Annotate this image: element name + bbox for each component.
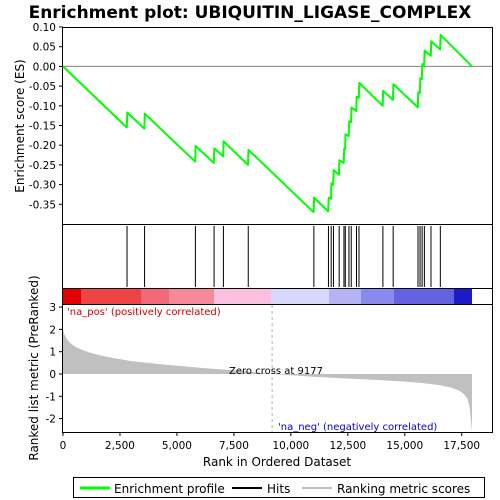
positive-correlation-label: 'na_pos' (positively correlated) (67, 307, 221, 318)
x-tick-label: 0 (60, 440, 67, 452)
es-y-axis-label: Enrichment score (ES) (13, 59, 27, 192)
x-tick-label: 15,000 (386, 440, 423, 452)
es-y-tick-label: -0.35 (29, 199, 56, 211)
x-tick-label: 10,000 (272, 440, 309, 452)
legend-profile-label: Enrichment profile (114, 482, 225, 496)
es-y-tick-label: -0.30 (29, 180, 56, 192)
es-y-tick-label: -0.10 (29, 101, 56, 113)
x-tick-label: 12,500 (329, 440, 366, 452)
color-bar-segment (271, 289, 329, 304)
negative-correlation-label: 'na_neg' (negatively correlated) (278, 422, 437, 433)
color-bar-segment (141, 289, 169, 304)
chart-title: Enrichment plot: UBIQUITIN_LIGASE_COMPLE… (29, 3, 472, 23)
legend: Enrichment profile Hits Ranking metric s… (74, 478, 485, 498)
color-bar-segment (361, 289, 394, 304)
es-y-axis: 0.10 0.05 0.00 -0.05 -0.10 -0.15 -0.20 -0.25 -0.… (29, 22, 63, 211)
zero-cross-label: Zero cross at 9177 (229, 366, 323, 377)
metric-y-tick-label: 2 (49, 324, 56, 336)
es-y-tick-label: -0.05 (29, 81, 56, 93)
rank-color-bar (63, 289, 493, 305)
metric-panel: 3 2 1 0 -1 -2 0 2,500 5,000 7,500 10,000 12,500 15,… (27, 275, 493, 469)
color-bar-segment (81, 289, 141, 304)
legend-hits-label: Hits (267, 482, 290, 496)
color-bar-segment (169, 289, 214, 304)
es-y-tick-label: 0.10 (33, 22, 56, 34)
es-y-tick-label: -0.20 (29, 140, 56, 152)
metric-y-tick-label: 1 (49, 347, 56, 359)
color-bar-segment (394, 289, 454, 304)
metric-y-tick-label: 0 (49, 369, 56, 381)
color-bar-segment (214, 289, 271, 304)
hits-panel (63, 225, 493, 289)
metric-y-tick-label: -2 (46, 414, 56, 426)
es-y-tick-label: 0.00 (33, 61, 56, 73)
metric-y-tick-label: -1 (46, 391, 56, 403)
es-y-tick-label: -0.15 (29, 121, 56, 133)
color-bar-segment (329, 289, 361, 304)
es-y-tick-label: 0.05 (33, 42, 56, 54)
legend-metric-label: Ranking metric scores (337, 482, 470, 496)
metric-y-axis: 3 2 1 0 -1 -2 (46, 302, 63, 426)
color-bar-segment (454, 289, 472, 304)
x-tick-label: 2,500 (105, 440, 135, 452)
metric-y-axis-label: Ranked list metric (PreRanked) (27, 275, 41, 460)
color-bar-segment (63, 289, 81, 304)
metric-y-tick-label: 3 (49, 302, 56, 314)
x-tick-label: 5,000 (162, 440, 192, 452)
metric-x-axis: 0 2,500 5,000 7,500 10,000 12,500 15,000 17,500 (60, 432, 480, 452)
x-axis-label: Rank in Ordered Dataset (203, 455, 351, 469)
es-y-tick-label: -0.25 (29, 160, 56, 172)
es-panel: 0.10 0.05 0.00 -0.05 -0.10 -0.15 -0.20 -0.25 -0.… (13, 22, 493, 225)
x-tick-label: 17,500 (443, 440, 480, 452)
x-tick-label: 7,500 (219, 440, 249, 452)
